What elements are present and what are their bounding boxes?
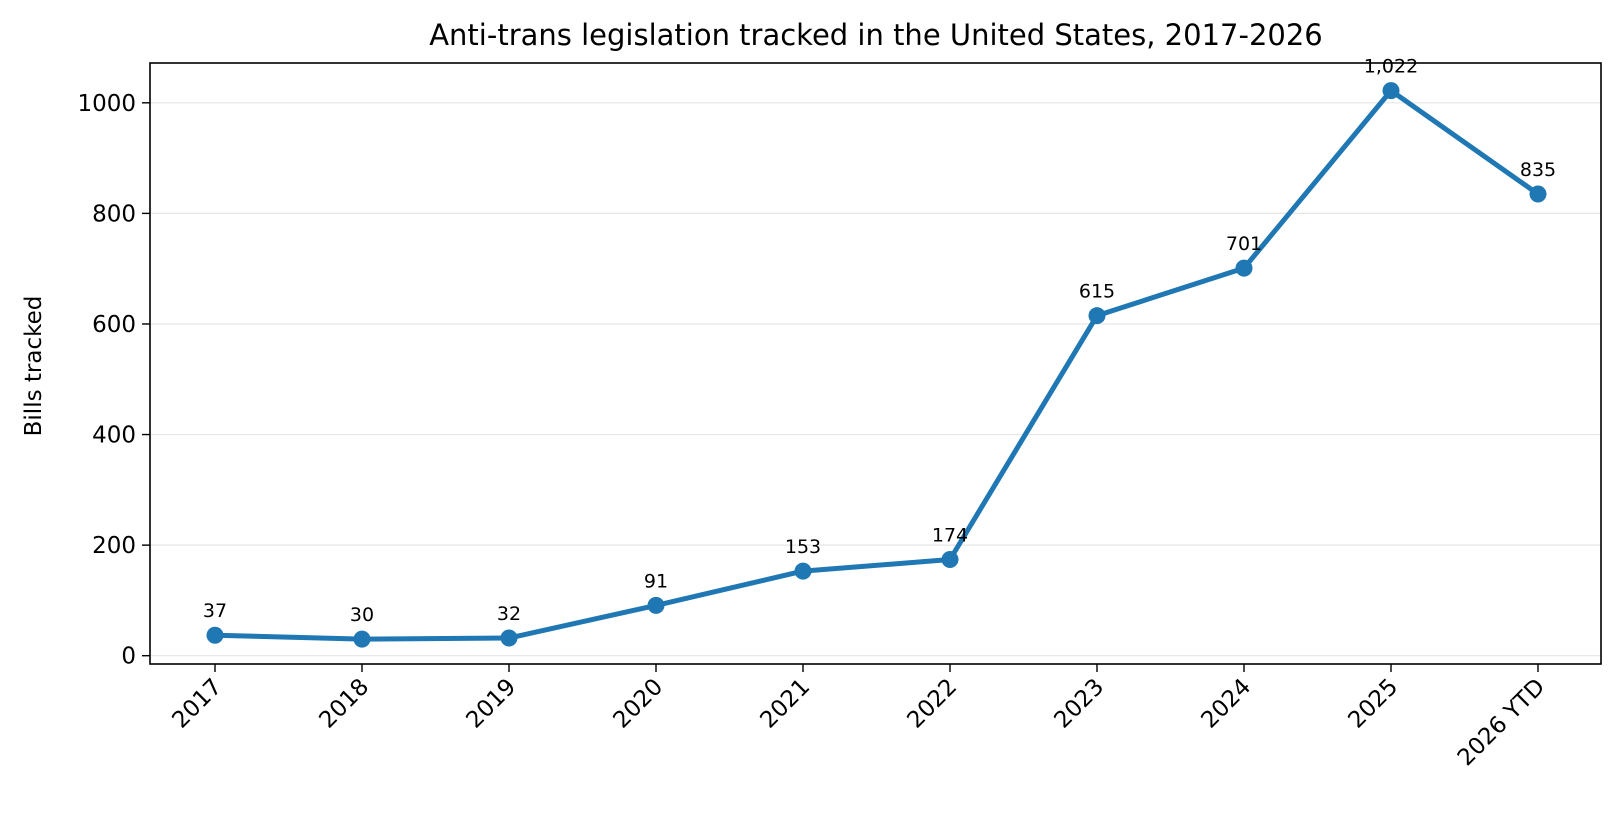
y-axis-ticks: 0 200 400 600 800 1000 (77, 91, 150, 670)
gridlines (150, 102, 1601, 657)
x-tick-label: 2022 (902, 674, 962, 734)
data-point (941, 551, 959, 569)
data-point (647, 596, 665, 614)
data-label: 701 (1226, 233, 1262, 255)
plot-frame (149, 62, 1602, 665)
data-label: 615 (1079, 281, 1115, 303)
data-labels: 37 30 32 91 153 174 615 701 1,022 835 (203, 56, 1556, 626)
x-tick-label: 2017 (167, 674, 227, 734)
series-layer (206, 82, 1547, 648)
data-label: 91 (644, 570, 668, 592)
series-line (212, 88, 1541, 642)
x-tick-label: 2023 (1049, 674, 1109, 734)
data-label: 30 (350, 604, 374, 626)
x-tick-label: 2020 (608, 674, 668, 734)
y-tick-label: 400 (92, 423, 136, 449)
y-tick-label: 200 (92, 533, 136, 559)
data-point (1529, 185, 1547, 203)
data-point (206, 626, 224, 644)
data-label: 32 (497, 603, 521, 625)
x-tick-label: 2025 (1343, 674, 1403, 734)
data-label: 174 (932, 525, 968, 547)
data-label: 37 (203, 600, 227, 622)
data-point (500, 629, 518, 647)
x-tick-label: 2019 (461, 674, 521, 734)
data-point (1088, 307, 1106, 325)
y-tick-label: 1000 (77, 91, 136, 117)
y-tick-label: 800 (92, 201, 136, 227)
data-label: 153 (785, 536, 821, 558)
data-point (1235, 259, 1253, 277)
data-label: 1,022 (1364, 56, 1418, 78)
x-tick-label: 2021 (755, 674, 815, 734)
y-tick-label: 600 (92, 312, 136, 338)
x-tick-label: 2024 (1196, 674, 1256, 734)
chart-title: Anti-trans legislation tracked in the Un… (429, 18, 1323, 52)
data-point (794, 562, 812, 580)
y-tick-label: 0 (121, 644, 136, 670)
data-label: 835 (1520, 159, 1556, 181)
x-tick-label: 2026 YTD (1453, 674, 1550, 771)
x-axis-ticks: 2017 2018 2019 2020 2021 2022 2023 2024 2025 2026… (167, 664, 1550, 771)
data-point (1382, 82, 1400, 100)
data-point (353, 630, 371, 648)
y-axis-label: Bills tracked (21, 296, 47, 437)
x-tick-label: 2018 (314, 674, 374, 734)
